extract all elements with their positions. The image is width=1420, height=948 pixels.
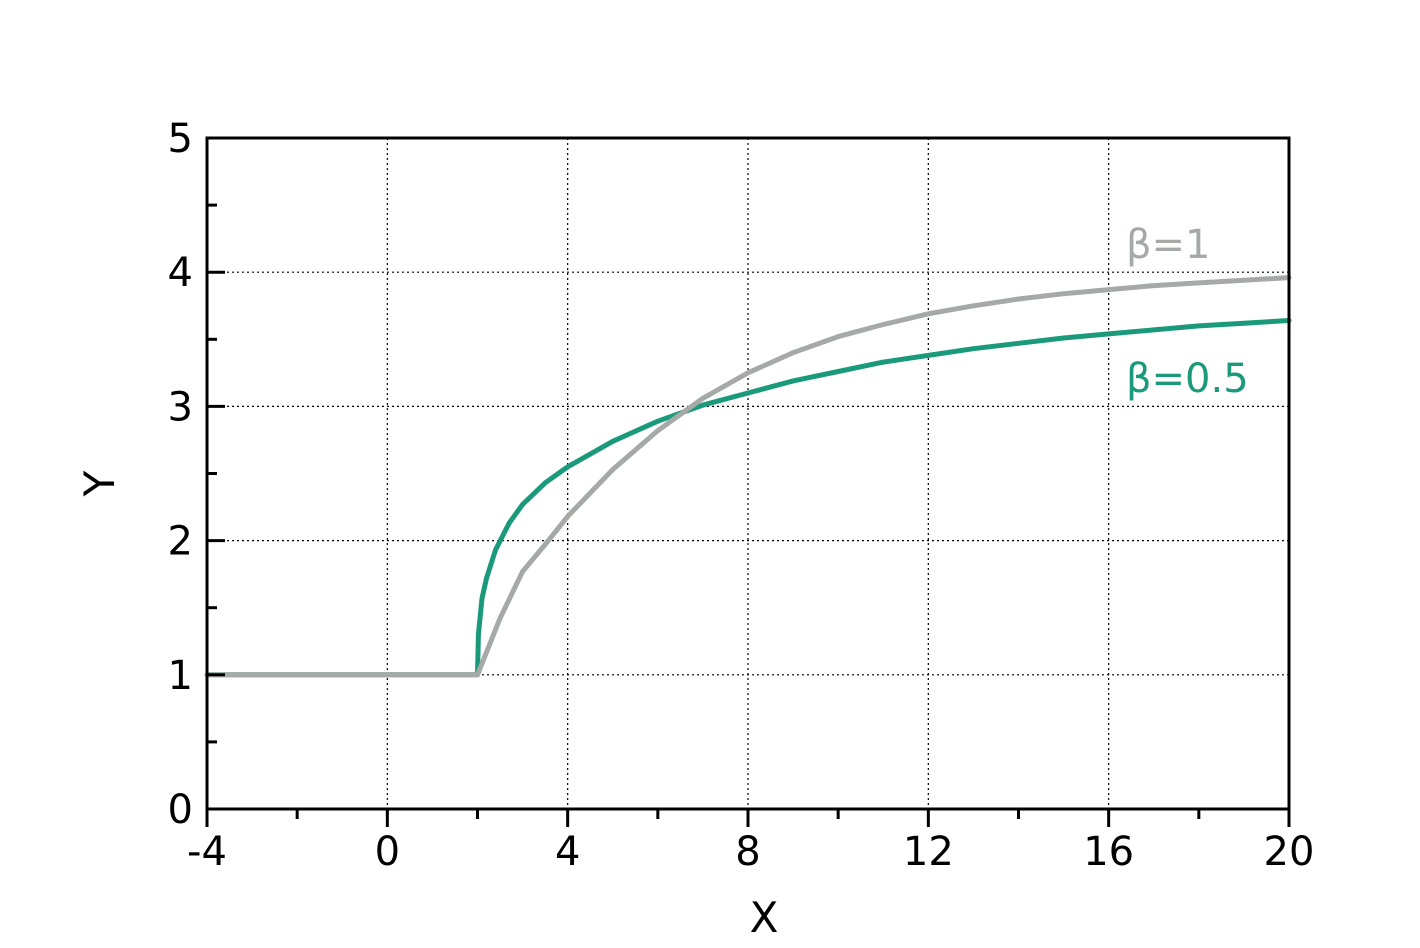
y-tick-label: 2	[168, 519, 193, 565]
x-tick-label: 8	[735, 829, 760, 875]
grid-lines	[207, 138, 1289, 809]
series-curves	[204, 275, 1292, 678]
y-tick-label: 1	[168, 653, 193, 699]
x-tick-label: 0	[375, 829, 400, 875]
y-tick-label: 3	[168, 384, 193, 430]
y-tick-label: 0	[168, 787, 193, 833]
x-tick-label: 16	[1083, 829, 1134, 875]
series-label-beta-1: β=1	[1126, 222, 1211, 268]
x-tick-label: -4	[187, 829, 227, 875]
series-line-1	[204, 318, 1292, 678]
x-tick-label: 12	[903, 829, 954, 875]
series-line-0	[204, 275, 1292, 678]
x-tick-label: 20	[1264, 829, 1315, 875]
y-tick-labels: 0 1 2 3 4 5	[168, 116, 193, 833]
series-label-beta-0-5: β=0.5	[1126, 356, 1249, 402]
x-tick-labels: -4 0 4 8 12 16 20	[187, 829, 1314, 875]
y-tick-label: 5	[168, 116, 193, 162]
y-tick-label: 4	[168, 250, 193, 296]
x-axis-label: X	[750, 893, 779, 942]
y-axis-label: Y	[75, 470, 124, 497]
axis-ticks	[205, 136, 1291, 827]
x-tick-label: 4	[555, 829, 580, 875]
